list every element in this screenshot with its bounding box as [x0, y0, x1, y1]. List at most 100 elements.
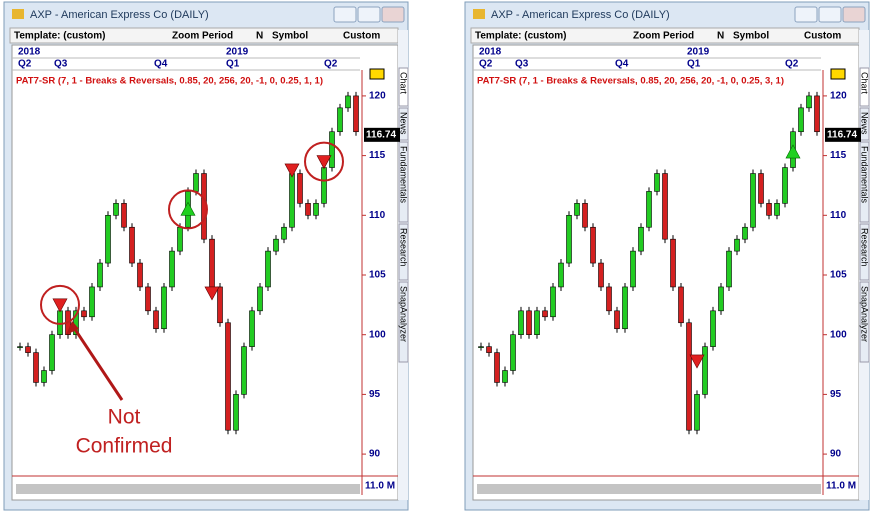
- window-title: AXP - American Express Co (DAILY): [30, 9, 209, 21]
- zoom-button[interactable]: Zoom: [172, 31, 199, 42]
- last-price-label: 116.74: [366, 129, 396, 140]
- candle: [273, 238, 279, 252]
- quarter-label: Q2: [785, 59, 799, 70]
- n-button[interactable]: N: [717, 31, 724, 42]
- highlight-circle: [40, 284, 80, 325]
- candle: [201, 173, 207, 240]
- candle: [153, 310, 159, 330]
- candle: [606, 286, 612, 312]
- candle: [33, 352, 39, 383]
- side-tab[interactable]: [398, 67, 409, 107]
- zoom-button[interactable]: Zoom: [633, 31, 660, 42]
- symbol-dropdown[interactable]: Symbol: [733, 31, 769, 42]
- window-button[interactable]: [357, 6, 381, 23]
- side-tab-label[interactable]: Fundamentals: [399, 146, 409, 204]
- close-button[interactable]: [842, 6, 866, 23]
- y-tick-label: 95: [369, 389, 381, 400]
- y-tick-label: 120: [830, 91, 847, 102]
- highlight-circle: [168, 189, 208, 230]
- candle: [742, 226, 748, 240]
- candle: [289, 173, 295, 228]
- year-label: 2018: [479, 47, 502, 58]
- candle: [113, 203, 119, 216]
- annotation-arrowhead: [66, 320, 79, 335]
- quarter-label: Q2: [18, 59, 32, 70]
- candle: [105, 215, 111, 264]
- indicator-label: PAT7-SR (7, 1 - Breaks & Reversals, 0.85…: [16, 76, 323, 87]
- annotation-arrow: [70, 324, 124, 401]
- side-tab-label[interactable]: News: [860, 112, 870, 135]
- custom-button[interactable]: Custom: [343, 31, 380, 42]
- y-tick-label: 105: [830, 270, 847, 281]
- side-tab[interactable]: [859, 223, 870, 281]
- candle: [510, 334, 516, 371]
- template-dropdown[interactable]: Template: (custom): [475, 31, 567, 42]
- side-tab[interactable]: [859, 67, 870, 107]
- trade-icon: [369, 68, 385, 80]
- window-button[interactable]: [818, 6, 842, 23]
- side-tab[interactable]: [398, 107, 409, 141]
- candle: [590, 226, 596, 264]
- y-tick-label: 100: [830, 329, 847, 340]
- side-tab-label[interactable]: Chart: [860, 72, 870, 95]
- trade-icon: [830, 68, 846, 80]
- candle: [814, 95, 820, 133]
- candle: [297, 173, 303, 204]
- year-label: 2019: [687, 47, 710, 58]
- custom-button[interactable]: Custom: [804, 31, 841, 42]
- year-label: 2019: [226, 47, 249, 58]
- quarter-label: Q2: [324, 59, 338, 70]
- candle: [670, 238, 676, 288]
- period-dropdown[interactable]: Period: [663, 31, 694, 42]
- sell-signal: [316, 155, 332, 170]
- candle: [686, 322, 692, 431]
- year-label: 2018: [18, 47, 41, 58]
- side-tab[interactable]: [398, 141, 409, 223]
- window-button[interactable]: [794, 6, 818, 23]
- candle: [177, 226, 183, 252]
- side-tab[interactable]: [859, 141, 870, 223]
- candle: [678, 286, 684, 324]
- buy-signal: [180, 201, 196, 216]
- side-tab-label[interactable]: SnapAnalyzer: [860, 286, 870, 342]
- candle: [534, 310, 540, 335]
- annotation-text: Confirmed: [76, 435, 173, 458]
- candle: [646, 191, 652, 228]
- volume-label: 11.0 M: [365, 481, 395, 492]
- candle: [710, 310, 716, 347]
- candle: [313, 203, 319, 216]
- y-tick-label: 120: [369, 91, 386, 102]
- y-tick-label: 115: [369, 150, 386, 161]
- period-dropdown[interactable]: Period: [202, 31, 233, 42]
- candle: [81, 310, 87, 318]
- side-tab-label[interactable]: News: [399, 112, 409, 135]
- side-tab-label[interactable]: Fundamentals: [860, 146, 870, 204]
- side-tab-label[interactable]: Research: [860, 228, 870, 267]
- candle: [41, 370, 47, 383]
- side-tab[interactable]: [398, 223, 409, 281]
- symbol-dropdown[interactable]: Symbol: [272, 31, 308, 42]
- title-icon: [12, 9, 24, 19]
- side-tab-label[interactable]: SnapAnalyzer: [399, 286, 409, 342]
- window-button[interactable]: [333, 6, 357, 23]
- candle: [145, 286, 151, 312]
- candle: [281, 226, 287, 240]
- close-button[interactable]: [381, 6, 405, 23]
- side-tab[interactable]: [859, 107, 870, 141]
- side-tab[interactable]: [859, 281, 870, 363]
- candle: [193, 173, 199, 192]
- y-tick-label: 100: [369, 329, 386, 340]
- candle: [129, 226, 135, 264]
- y-tick-label: 90: [369, 449, 381, 460]
- side-tab-label[interactable]: Research: [399, 228, 409, 267]
- candle: [726, 250, 732, 288]
- template-dropdown[interactable]: Template: (custom): [14, 31, 106, 42]
- side-tab[interactable]: [398, 281, 409, 363]
- side-tab-label[interactable]: Chart: [399, 72, 409, 95]
- quarter-label: Q3: [54, 59, 68, 70]
- candle: [233, 394, 239, 431]
- candle: [702, 346, 708, 395]
- n-button[interactable]: N: [256, 31, 263, 42]
- chart-area: [11, 44, 399, 501]
